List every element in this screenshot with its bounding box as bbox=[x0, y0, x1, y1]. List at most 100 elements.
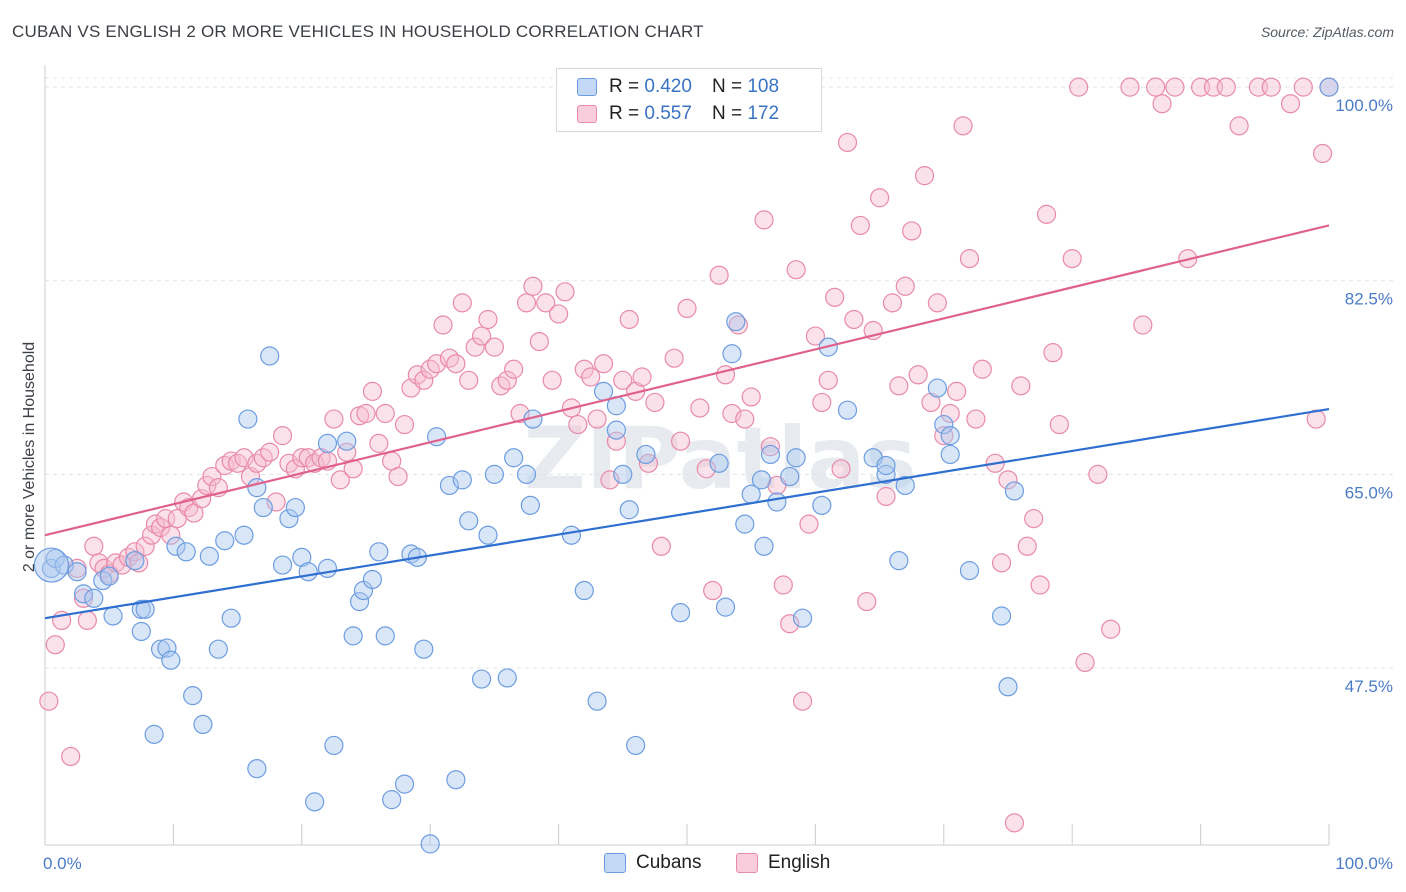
cubans-point bbox=[183, 686, 203, 706]
cubans-point bbox=[613, 464, 633, 484]
cubans-point bbox=[369, 542, 389, 562]
y-tick-label: 100.0% bbox=[1335, 96, 1393, 115]
legend-n-label: N = bbox=[711, 103, 743, 124]
english-point bbox=[427, 354, 447, 374]
english-point bbox=[234, 448, 254, 468]
cubans-point bbox=[626, 735, 646, 756]
cubans-point bbox=[940, 426, 960, 446]
english-point bbox=[664, 348, 684, 368]
cubans-point bbox=[587, 691, 607, 711]
english-point bbox=[471, 326, 492, 346]
cubans-point bbox=[876, 455, 896, 476]
english-point bbox=[1152, 94, 1172, 114]
english-trend-line bbox=[44, 224, 1330, 537]
english-point bbox=[902, 221, 922, 241]
english-point bbox=[452, 293, 472, 313]
english-point bbox=[202, 466, 222, 487]
english-point bbox=[369, 433, 389, 453]
english-point bbox=[1165, 77, 1185, 97]
english-point bbox=[150, 517, 171, 538]
cubans-point bbox=[221, 608, 241, 628]
english-point bbox=[394, 414, 415, 435]
english-point bbox=[84, 536, 104, 556]
cubans-point bbox=[317, 433, 338, 453]
english-point bbox=[388, 466, 408, 487]
cubans-point bbox=[940, 444, 960, 465]
cubans-point bbox=[889, 551, 909, 571]
english-point bbox=[670, 431, 691, 451]
cubans-point bbox=[285, 497, 305, 518]
english-point bbox=[292, 448, 312, 468]
series-legend: Cubans English bbox=[0, 852, 1406, 878]
english-point bbox=[330, 470, 350, 490]
english-point bbox=[39, 691, 59, 711]
english-point bbox=[805, 326, 826, 346]
cubans-swatch bbox=[604, 853, 626, 873]
english-point bbox=[555, 282, 575, 302]
cubans-point bbox=[751, 470, 772, 490]
english-point bbox=[1312, 143, 1333, 164]
cubans-point bbox=[504, 448, 524, 468]
cubans-point bbox=[125, 551, 145, 571]
cubans-point bbox=[735, 514, 755, 534]
english-point bbox=[77, 610, 97, 631]
legend-row-cubans: R = 0.420 N = 108 bbox=[577, 75, 779, 99]
cubans-point bbox=[837, 400, 858, 420]
english-point bbox=[446, 354, 466, 374]
cubans-point bbox=[343, 626, 363, 646]
english-swatch bbox=[577, 105, 597, 123]
english-point bbox=[754, 210, 774, 230]
english-point bbox=[735, 409, 755, 429]
cubans-point bbox=[375, 626, 395, 646]
cubans-point bbox=[99, 566, 119, 586]
cubans-point bbox=[238, 409, 258, 429]
english-point bbox=[375, 403, 395, 424]
english-point bbox=[799, 514, 819, 534]
english-point bbox=[889, 376, 909, 396]
english-point bbox=[433, 315, 453, 335]
cubans-point bbox=[176, 542, 196, 562]
cubans-point bbox=[382, 790, 402, 810]
english-point bbox=[1306, 409, 1326, 429]
cubans-point bbox=[166, 536, 186, 556]
english-point bbox=[921, 392, 941, 413]
english-point bbox=[728, 315, 748, 335]
cubans-point bbox=[414, 639, 434, 659]
english-point bbox=[1049, 414, 1069, 435]
english-point bbox=[145, 514, 166, 534]
cubans-point bbox=[439, 475, 460, 496]
cubans-point bbox=[349, 591, 370, 612]
cubans-point bbox=[520, 495, 540, 515]
cubans-point bbox=[199, 546, 219, 566]
english-point bbox=[478, 309, 498, 330]
cubans-point bbox=[636, 444, 656, 465]
english-point bbox=[324, 409, 344, 429]
english-point bbox=[523, 276, 543, 296]
cubans-point bbox=[959, 561, 980, 581]
english-point bbox=[1062, 249, 1082, 269]
cubans-point bbox=[157, 638, 177, 658]
english-point bbox=[600, 470, 620, 490]
english-point bbox=[497, 370, 517, 390]
english-point bbox=[484, 337, 504, 357]
y-tick-label: 82.5% bbox=[1345, 290, 1393, 309]
english-point bbox=[1293, 77, 1313, 97]
english-point bbox=[135, 536, 155, 556]
legend-n-value: 108 bbox=[747, 76, 780, 97]
cubans-point bbox=[516, 464, 537, 484]
cubans-point bbox=[497, 668, 517, 688]
english-point bbox=[696, 459, 716, 479]
english-points bbox=[39, 77, 1339, 833]
english-point bbox=[882, 293, 903, 313]
english-point bbox=[619, 309, 639, 330]
chart-title: CUBAN VS ENGLISH 2 OR MORE VEHICLES IN H… bbox=[12, 22, 704, 41]
cubans-point bbox=[247, 478, 267, 498]
english-point bbox=[792, 691, 813, 711]
english-point bbox=[831, 459, 851, 479]
english-point bbox=[1004, 813, 1025, 833]
cubans-point bbox=[715, 597, 736, 617]
y-tick-label: 47.5% bbox=[1345, 677, 1393, 696]
english-point bbox=[947, 381, 967, 401]
cubans-point bbox=[812, 495, 832, 515]
